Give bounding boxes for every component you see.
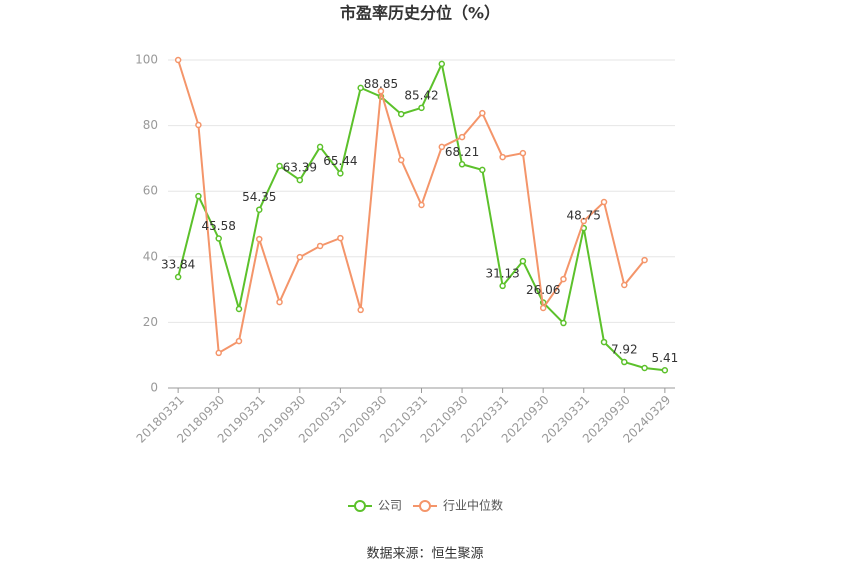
y-tick-label: 40 (143, 249, 158, 263)
point (418, 104, 425, 112)
point (438, 60, 446, 68)
point (600, 198, 608, 206)
point (499, 153, 506, 161)
y-tick-label: 100 (135, 53, 158, 67)
legend-item[interactable]: 公司 (348, 499, 402, 513)
point (377, 87, 385, 95)
value-label: 45.58 (202, 219, 236, 233)
value-label: 63.39 (283, 161, 317, 175)
point (621, 281, 628, 289)
y-tick-label: 60 (143, 184, 158, 198)
point (357, 84, 364, 92)
value-label: 5.41 (652, 351, 679, 365)
point (256, 235, 263, 243)
point (418, 201, 425, 209)
point (519, 257, 527, 265)
chart-title: 市盈率历史分位（%） (340, 4, 500, 23)
point (235, 337, 243, 345)
point (174, 273, 182, 281)
value-label: 88.85 (364, 77, 398, 91)
point (621, 358, 628, 366)
value-label: 33.84 (161, 258, 195, 272)
value-label: 26.06 (526, 283, 560, 297)
legend-label: 行业中位数 (443, 498, 503, 513)
point (539, 304, 547, 312)
legend-label: 公司 (378, 499, 402, 513)
point (458, 133, 466, 141)
source-note: 数据来源：恒生聚源 (366, 547, 483, 562)
point (215, 235, 222, 242)
point (641, 256, 648, 264)
legend-marker (354, 500, 366, 512)
point (397, 156, 405, 164)
legend-marker (419, 500, 431, 512)
point (296, 176, 304, 184)
point (499, 282, 506, 290)
point (337, 170, 344, 177)
value-label: 54.35 (242, 190, 276, 204)
value-label: 31.13 (485, 266, 519, 280)
point (215, 349, 222, 357)
point (195, 121, 202, 129)
point (560, 275, 567, 283)
point (296, 253, 304, 261)
point (641, 364, 648, 372)
point (316, 242, 324, 250)
point (316, 143, 324, 151)
point (519, 149, 527, 157)
point (276, 298, 283, 306)
value-label: 7.92 (611, 343, 638, 357)
point (479, 109, 486, 117)
point (479, 166, 486, 174)
point (195, 192, 202, 200)
y-tick-label: 20 (143, 315, 158, 329)
y-tick-label: 0 (150, 381, 158, 395)
y-tick-label: 80 (143, 118, 158, 132)
value-label: 48.75 (567, 209, 601, 223)
point (580, 217, 587, 225)
point (397, 110, 405, 118)
series-line (177, 59, 646, 355)
point (661, 367, 669, 374)
point (337, 234, 344, 242)
point (560, 319, 567, 327)
point (235, 305, 243, 313)
value-label: 85.42 (404, 88, 438, 102)
point (458, 161, 466, 168)
value-label: 65.44 (323, 154, 357, 168)
point (600, 338, 608, 346)
point (174, 56, 182, 64)
point (438, 143, 446, 151)
point (256, 206, 263, 213)
point (357, 306, 364, 314)
value-label: 68.21 (445, 145, 479, 159)
legend-item[interactable]: 行业中位数 (413, 498, 503, 513)
point (276, 162, 283, 170)
